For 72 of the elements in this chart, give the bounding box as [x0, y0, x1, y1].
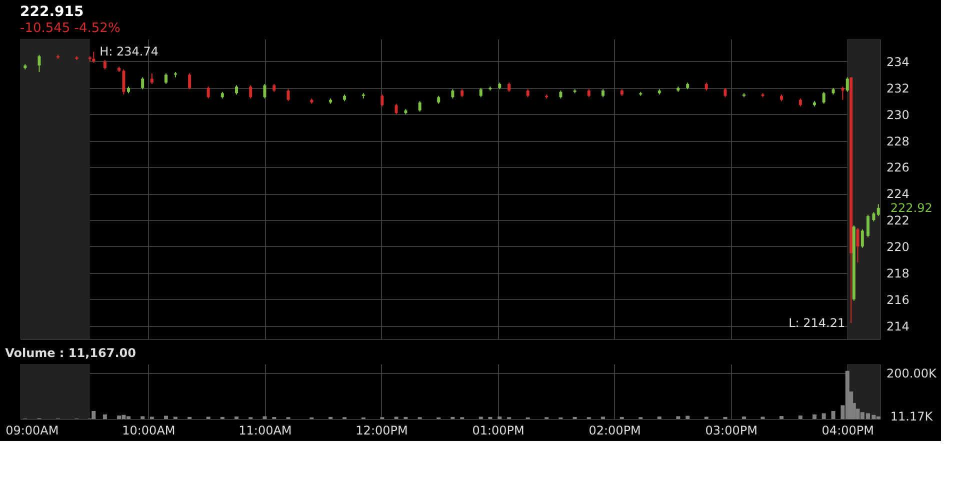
bar [798, 416, 802, 419]
candlestick [286, 88, 290, 102]
candlestick [872, 212, 876, 222]
candlestick [479, 87, 482, 98]
bar [676, 416, 680, 419]
chart-title: Volume : 11,167.00 [5, 346, 136, 360]
x-tick-label: 09:00AM [6, 424, 59, 438]
bar [140, 416, 145, 419]
candlestick [38, 54, 41, 73]
y-tick-label: 214 [886, 319, 910, 334]
x-tick-label: 10:00AM [122, 424, 176, 438]
y-tick-label: 232 [886, 81, 910, 96]
annotation: 11.17K [890, 409, 934, 424]
bar [117, 416, 122, 419]
candlestick [249, 84, 252, 99]
candlestick [856, 227, 860, 263]
bar [742, 416, 746, 419]
x-tick-label: 03:00PM [705, 424, 758, 438]
candlestick [263, 83, 266, 99]
x-tick-label: 12:00PM [356, 424, 408, 438]
bar [831, 410, 836, 419]
candlestick [122, 68, 126, 96]
y-tick-label: 216 [886, 292, 910, 307]
annotation: 222.92 [890, 200, 932, 215]
x-tick-label: 01:00PM [472, 424, 524, 438]
candlestick [860, 228, 864, 248]
bar [102, 414, 107, 419]
candlestick [92, 51, 96, 64]
bar [498, 416, 502, 419]
chart-subtitle: -10.545 -4.52% [20, 21, 120, 36]
annotation: H: 234.74 [100, 44, 159, 59]
candlestick [188, 72, 192, 90]
y-tick-label: 200.00K [886, 366, 938, 381]
candlestick [841, 86, 844, 100]
candlestick [866, 214, 870, 238]
candlestick [451, 88, 454, 99]
y-tick-label: 226 [886, 160, 910, 175]
bar [780, 416, 784, 419]
y-tick-label: 220 [886, 240, 910, 254]
candlestick [508, 82, 511, 92]
x-tick-label: 02:00PM [588, 424, 641, 438]
chart-title: 222.915 [20, 4, 84, 20]
x-tick-label: 11:00AM [238, 424, 292, 438]
y-tick-label: 222 [886, 214, 910, 228]
candlestick [150, 72, 154, 84]
bar [92, 410, 96, 419]
bar [657, 416, 662, 419]
candlestick [724, 87, 727, 98]
y-tick-label: 234 [886, 54, 910, 69]
candlestick [822, 91, 826, 104]
candlestick [394, 103, 398, 115]
candlestick [418, 100, 422, 112]
candlestick [206, 86, 210, 99]
bar [812, 414, 817, 419]
candlestick [164, 72, 168, 84]
annotation: L: 214.21 [788, 316, 846, 330]
bar [262, 416, 267, 419]
y-tick-label: 230 [886, 108, 910, 122]
candlestick [846, 76, 849, 92]
bar [164, 416, 168, 419]
candlestick [235, 84, 238, 96]
bar [234, 416, 239, 419]
y-tick-label: 218 [886, 266, 910, 280]
candlestick [380, 94, 384, 107]
bar [686, 416, 690, 419]
candlestick [141, 76, 144, 90]
bar [822, 413, 826, 419]
candlestick [103, 60, 106, 70]
x-tick-label: 04:00PM [822, 424, 874, 438]
y-tick-label: 224 [886, 187, 910, 202]
y-tick-label: 228 [886, 134, 910, 148]
candlestick [876, 204, 880, 217]
